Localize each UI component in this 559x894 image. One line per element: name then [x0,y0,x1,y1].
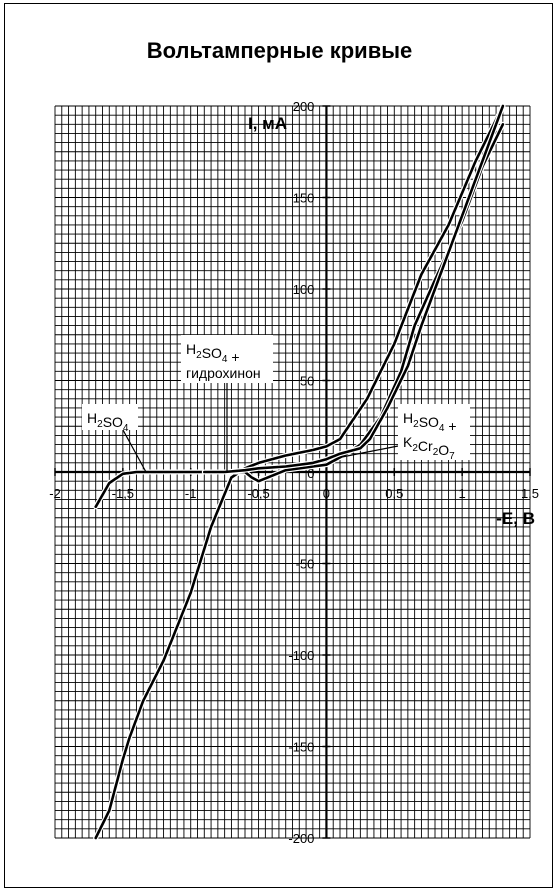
annotation-subscript: 2 [196,350,202,361]
y-tick-label: -100 [288,648,314,663]
annotation-text-part: H [87,410,97,426]
annotation-text-part: + [227,349,239,365]
annotation-subscript: 4 [123,423,129,434]
x-tick-label: -0,5 [247,486,269,501]
x-tick-label: 1,5 [521,486,539,501]
annotation-subscript: 4 [439,423,445,434]
annotation-box [181,335,273,383]
x-tick-label: 1 [459,486,466,501]
x-tick-label: -1,5 [112,486,134,501]
annotation-box [82,404,138,430]
x-tick-label: 0,5 [385,486,403,501]
annotation-text: H2SO4 [87,410,129,434]
chart-title: Вольтамперные кривые [146,38,413,63]
annotation-text: H2SO4 + [403,410,457,434]
annotation-text-part: O [438,442,449,458]
annotation-text-part: SO [419,414,439,430]
y-tick-label: -200 [288,831,314,846]
annotation-text-part: K [403,434,413,450]
annotation-text: гидрохинон [186,365,261,381]
annotation-subscript: 2 [413,419,419,430]
annotation-leader [341,445,399,458]
annotation-subscript: 2 [433,447,439,458]
annotation-text-part: + [444,418,456,434]
y-tick-label: 100 [293,282,315,297]
annotation-text: K2Cr2O7 [403,434,455,462]
x-axis-label: -E, В [496,509,535,528]
series-group [93,103,506,841]
x-tick-label: -1 [185,486,197,501]
annotation-text-part: SO [202,345,222,361]
annotation-subscript: 2 [412,443,418,454]
annotation-subscript: 4 [222,354,228,365]
y-tick-label: 150 [293,191,315,206]
annotation-h2so4: H2SO4 [82,404,147,473]
annotation-box [398,404,470,460]
annotation-subscript: 2 [97,419,103,430]
annotation-hydroquinone: H2SO4 +гидрохинон [181,335,273,472]
series-line [203,104,505,474]
annotation-dichromate: H2SO4 +K2Cr2O7 [341,404,470,462]
annotation-text-part: гидрохинон [186,365,261,381]
x-tick-label: 0 [323,486,330,501]
y-tick-label: 0 [307,466,314,481]
annotation-text-part: H [403,410,413,426]
y-tick-label: -50 [296,557,315,572]
series-line [94,104,505,840]
y-axis-label: I, мА [248,114,287,133]
annotation-text: H2SO4 + [186,341,240,365]
chart-frame [4,3,553,888]
y-tick-label: 200 [293,99,315,114]
annotation-text-part: Cr [418,438,433,454]
x-tick-label: -2 [49,486,61,501]
y-tick-label: 50 [300,374,314,389]
annotation-text-part: H [186,341,196,357]
annotation-text-part: SO [103,414,123,430]
series-line [94,123,505,509]
y-tick-label: -150 [288,740,314,755]
annotation-leader [122,429,147,473]
annotation-subscript: 7 [449,451,455,462]
tick-labels: -2 -1,5 -1 -0,5 0 0,5 1 1,5 -200 -150 -100 -50 0 50 10… [49,99,539,846]
